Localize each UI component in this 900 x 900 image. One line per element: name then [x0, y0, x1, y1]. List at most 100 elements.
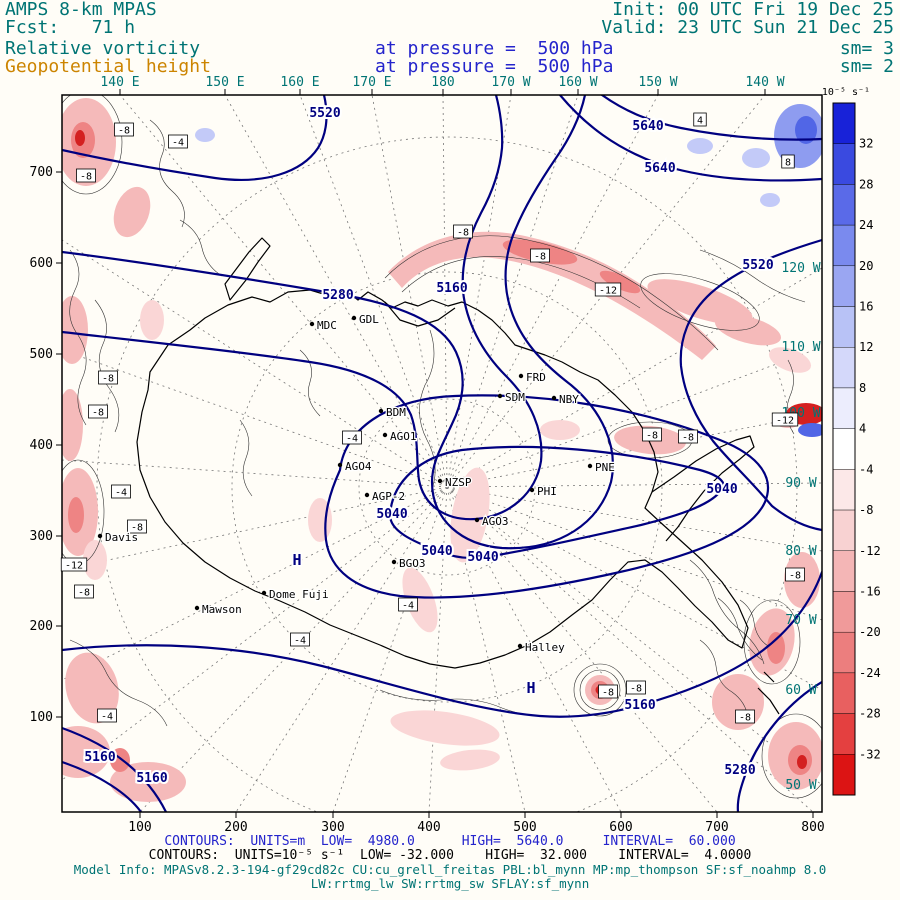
graticule-meridian	[139, 486, 448, 812]
colorbar-segment	[832, 224, 856, 267]
vorticity-label: -4	[294, 636, 306, 647]
map-graphic	[440, 749, 500, 771]
map-graphic	[599, 270, 641, 294]
vorticity-label-box	[771, 412, 799, 427]
vorticity-label-box	[626, 680, 646, 695]
height-contour-label: 5160	[624, 698, 655, 713]
colorbar-segment	[832, 550, 856, 592]
bottom-axis-label: 300	[321, 820, 344, 835]
station-label: BGO3	[399, 557, 426, 570]
map-graphic	[795, 116, 817, 144]
top-longitude-label: 150 W	[638, 75, 677, 90]
station-label: Davis	[105, 531, 138, 544]
colorbar-segment	[832, 306, 856, 348]
shaded-field-level: at pressure = 500 hPa	[375, 38, 614, 59]
map-graphic	[450, 467, 490, 563]
shaded-field-name: Relative vorticity	[5, 38, 201, 59]
top-longitude-label: 160 E	[280, 75, 319, 90]
graticule-meridian	[446, 482, 822, 488]
colorbar-segment	[832, 509, 856, 551]
vorticity-label: -4	[101, 712, 113, 723]
height-contour-corner-a	[62, 726, 168, 812]
vorticity-label: -12	[599, 286, 617, 297]
graticule-meridian	[371, 95, 448, 488]
colorbar-segment	[832, 265, 856, 307]
vorticity-label: -8	[602, 688, 614, 699]
map-graphic	[742, 148, 770, 168]
height-contour-5280	[62, 95, 614, 550]
station-dot	[497, 393, 503, 399]
vorticity-label: -8	[78, 588, 90, 599]
graticule-meridian	[62, 459, 448, 488]
model-info-line1: Model Info: MPASv8.2.3-194-gf29cd82c CU:…	[73, 862, 827, 877]
graticule-parallel	[231, 271, 663, 703]
vorticity-label-box	[785, 567, 805, 582]
colorbar-segment	[832, 428, 856, 470]
station-dot	[517, 643, 523, 649]
height-contour-label: 5640	[632, 119, 663, 134]
height-contour-5520-right	[679, 238, 822, 532]
colorbar-tick-label: 4	[859, 422, 866, 436]
bottom-axis-label: 600	[609, 820, 632, 835]
colorbar-border	[832, 102, 856, 796]
top-longitude-label: 160 W	[558, 75, 597, 90]
colorbar-tick-label: -28	[859, 707, 881, 721]
map-graphic	[69, 249, 87, 426]
contour-field-level: at pressure = 500 hPa	[375, 56, 614, 77]
map-graphic	[699, 639, 749, 719]
station-dot	[474, 517, 480, 523]
station-dot	[378, 408, 384, 414]
station-dot	[261, 590, 267, 596]
right-longitude-label: 120 W	[781, 261, 820, 276]
vorticity-label-box	[74, 584, 94, 599]
map-graphic	[797, 755, 807, 769]
colorbar-tick-label: -32	[859, 747, 881, 761]
vorticity-label: -8	[682, 433, 694, 444]
colorbar-segment	[832, 713, 856, 755]
graticule-meridian	[235, 486, 448, 812]
vorticity-label: -8	[92, 408, 104, 419]
colorbar-tick-label: 24	[859, 218, 873, 232]
colorbar-segment	[832, 754, 856, 796]
vorticity-label-box	[97, 708, 117, 723]
right-longitude-label: 90 W	[785, 476, 816, 491]
colorbar-tick-label: 28	[859, 177, 873, 191]
map-graphic	[402, 567, 438, 633]
valid-time: Valid: 23 UTC Sun 21 Dec 25	[601, 17, 894, 38]
colorbar-segment	[832, 631, 856, 674]
map-graphic	[540, 420, 580, 440]
map-graphic	[760, 193, 780, 207]
top-longitude-label: 180	[431, 75, 454, 90]
height-contour-label: 5040	[376, 507, 407, 522]
colorbar-tick-label: 8	[859, 381, 866, 395]
height-contour-label: 5520	[309, 106, 340, 121]
colorbar-segment	[832, 184, 856, 226]
height-contour-5160-trough	[62, 95, 543, 521]
station-label: PHI	[537, 485, 557, 498]
top-longitude-label: 170 W	[491, 75, 530, 90]
map-graphic	[717, 597, 763, 661]
graticule-meridian	[446, 486, 718, 812]
colorbar-units-label: 10⁻⁵ s⁻¹	[822, 87, 870, 98]
vorticity-label: -8	[457, 228, 469, 239]
vorticity-label-box	[530, 248, 550, 263]
station-label: AGP-2	[372, 490, 405, 503]
station-label: GDL	[359, 313, 379, 326]
map-labels-group: -8 -4 -8 -8 -8 -4 -8 -12 -8 -4 -8 -12 -8 -4 -4 -8 -8 -12 -…	[60, 104, 805, 788]
colorbar-segment	[832, 102, 856, 144]
colorbar-segment	[832, 143, 856, 185]
left-axis-label: 600	[30, 256, 53, 271]
station-dot	[382, 432, 388, 438]
graticule-meridian	[446, 412, 822, 488]
map-graphic	[384, 235, 719, 351]
right-longitude-label: 80 W	[785, 544, 816, 559]
map-graphic	[62, 389, 83, 461]
vorticity-label-box	[678, 429, 698, 444]
height-contour-label: 5640	[644, 161, 675, 176]
map-graphic	[739, 599, 769, 647]
colorbar-segment	[832, 347, 856, 389]
forecast-hour: Fcst: 71 h	[5, 17, 136, 38]
vorticity-label-box	[453, 224, 473, 239]
pressure-center-symbol: H	[526, 679, 535, 697]
colorbar-tick-label: -20	[859, 625, 881, 639]
